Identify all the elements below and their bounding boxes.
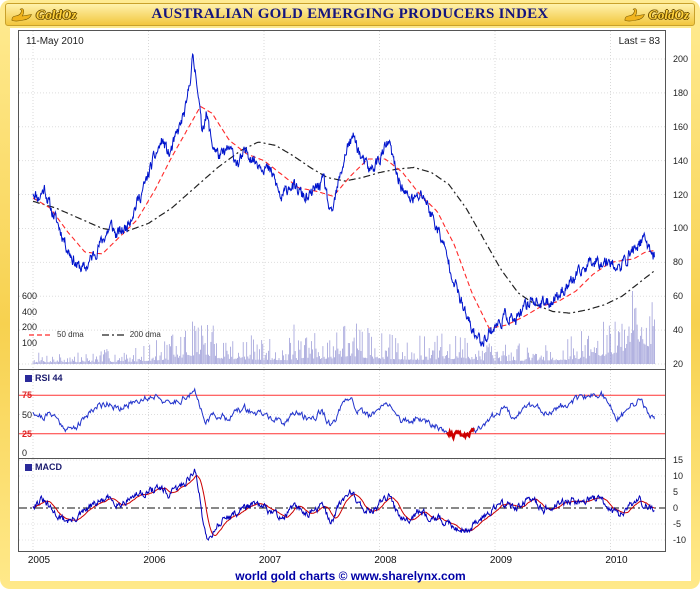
legend-line-sample-icon [101, 333, 126, 336]
macd-axis-label: 0 [673, 503, 679, 513]
logo-text: GoldOz [36, 6, 77, 22]
rsi-chart-svg [19, 370, 665, 458]
logo-text: GoldOz [648, 6, 689, 22]
macd-axis-label: 15 [673, 455, 684, 465]
price-axis-label: 40 [673, 325, 684, 336]
legend-item: 50 dma [29, 330, 84, 339]
price-panel: 11-May 2010 Last = 83 50 dma 200 dma 600 4… [19, 31, 665, 369]
price-axis-label: 180 [673, 87, 689, 98]
macd-axis-label: 10 [673, 471, 684, 481]
x-axis-label: 2005 [27, 555, 51, 566]
macd-axis-label: -10 [673, 535, 687, 545]
legend-label: 200 dma [129, 330, 161, 339]
price-axis-label: 80 [673, 257, 684, 268]
title-bar: GoldOz AUSTRALIAN GOLD EMERGING PRODUCER… [5, 3, 695, 26]
legend-item: 200 dma [101, 330, 161, 339]
rsi-panel: RSI 44 75 50 25 0 [19, 369, 665, 458]
x-axis-label: 2006 [143, 555, 166, 566]
price-axis-label: 200 [673, 54, 689, 64]
x-axis-label: 2007 [258, 555, 282, 566]
swan-icon [11, 7, 32, 21]
series-marker-icon [25, 374, 32, 382]
price-axis-label: 20 [673, 359, 684, 369]
macd-chart-svg [19, 459, 665, 551]
footer-credit[interactable]: world gold charts © www.sharelynx.com [235, 569, 466, 583]
price-axis-label: 60 [673, 291, 684, 302]
page-title: AUSTRALIAN GOLD EMERGING PRODUCERS INDEX [151, 6, 549, 22]
macd-axis-label: -5 [673, 519, 682, 529]
legend-label: 50 dma [57, 330, 84, 339]
macd-label-text: MACD [35, 462, 62, 472]
x-axis-label: 2008 [374, 555, 397, 566]
legend-line-sample-icon [29, 333, 53, 336]
goldoz-logo-right: GoldOz [589, 7, 689, 23]
series-marker-icon [25, 463, 32, 471]
rsi-label: RSI 44 [25, 373, 63, 383]
price-axis-label: 140 [673, 155, 689, 166]
last-value-label: Last = 83 [618, 36, 660, 47]
rsi-label-text: RSI 44 [35, 373, 63, 383]
goldoz-logo-left: GoldOz [11, 7, 111, 23]
chart-area: 11-May 2010 Last = 83 50 dma 200 dma 60 0 4… [10, 28, 691, 583]
chart-frame: 11-May 2010 Last = 83 50 dma 200 dma 600 4… [18, 30, 666, 552]
date-label: 11-May 2010 [26, 36, 84, 47]
swan-icon [624, 7, 645, 21]
price-axis-label: 120 [673, 189, 689, 200]
price-axis-label: 100 [673, 223, 689, 234]
macd-label: MACD [25, 462, 62, 472]
legend: 50 dma 200 dma [29, 330, 161, 339]
price-chart-svg [19, 31, 665, 369]
macd-panel: MACD [19, 458, 665, 551]
right-axis: 20 40 60 80 100 120 140 160 180 200 15 10 5 0 -5 -10 [670, 30, 698, 554]
macd-axis-label: 5 [673, 487, 679, 497]
x-axis-label: 2009 [489, 555, 513, 566]
x-axis-label: 2010 [605, 555, 628, 566]
x-axis: 2005 2006 2007 2008 2009 2010 [18, 555, 670, 569]
price-axis-label: 160 [673, 121, 689, 132]
